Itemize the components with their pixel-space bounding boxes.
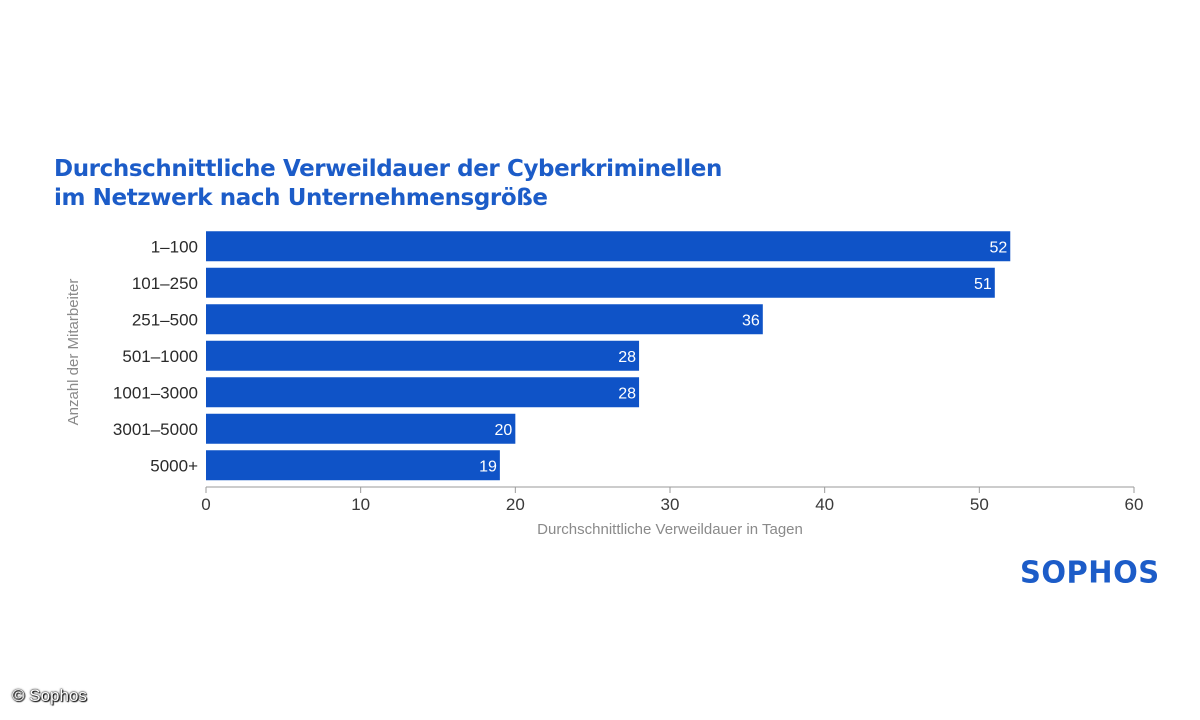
y-axis-title: Anzahl der Mitarbeiter [65,279,82,426]
bar-value-label-3: 36 [742,312,760,329]
x-tick-label-4: 30 [661,495,680,514]
x-axis-title: Durchschnittliche Verweildauer in Tagen [537,521,803,538]
x-tick-label-7: 60 [1125,495,1144,514]
x-tick-label-5: 40 [815,495,834,514]
bar-value-label-1: 52 [989,239,1007,256]
bar-4 [206,340,640,371]
bar-1 [206,231,1011,262]
bar-value-label-4: 28 [618,349,636,366]
sophos-logo: SOPHOS [1020,554,1160,590]
category-label-2: 101–250 [132,274,198,293]
category-label-4: 501–1000 [122,347,198,366]
x-tick-label-2: 10 [351,495,370,514]
category-label-7: 5000+ [150,456,198,475]
bar-5 [206,377,640,408]
bar-6 [206,413,516,444]
bar-2 [206,267,995,298]
bar-3 [206,304,763,335]
x-tick-label-1: 0 [201,495,210,514]
bar-value-label-6: 20 [495,422,513,439]
bar-value-label-2: 51 [974,276,992,293]
copyright-credit: © Sophos [12,686,87,705]
chart-title-line-2: im Netzwerk nach Unternehmensgröße [54,185,548,211]
bar-value-label-5: 28 [618,385,636,402]
category-label-6: 3001–5000 [113,420,198,439]
category-label-3: 251–500 [132,310,198,329]
x-tick-label-6: 50 [970,495,989,514]
bar-7 [206,450,500,481]
chart-title: Durchschnittliche Verweildauer der Cyber… [54,155,722,213]
chart-title-line-1: Durchschnittliche Verweildauer der Cyber… [54,156,722,182]
x-tick-label-3: 20 [506,495,525,514]
category-label-1: 1–100 [151,237,198,256]
category-label-5: 1001–3000 [113,383,198,402]
bar-value-label-7: 19 [479,458,497,475]
